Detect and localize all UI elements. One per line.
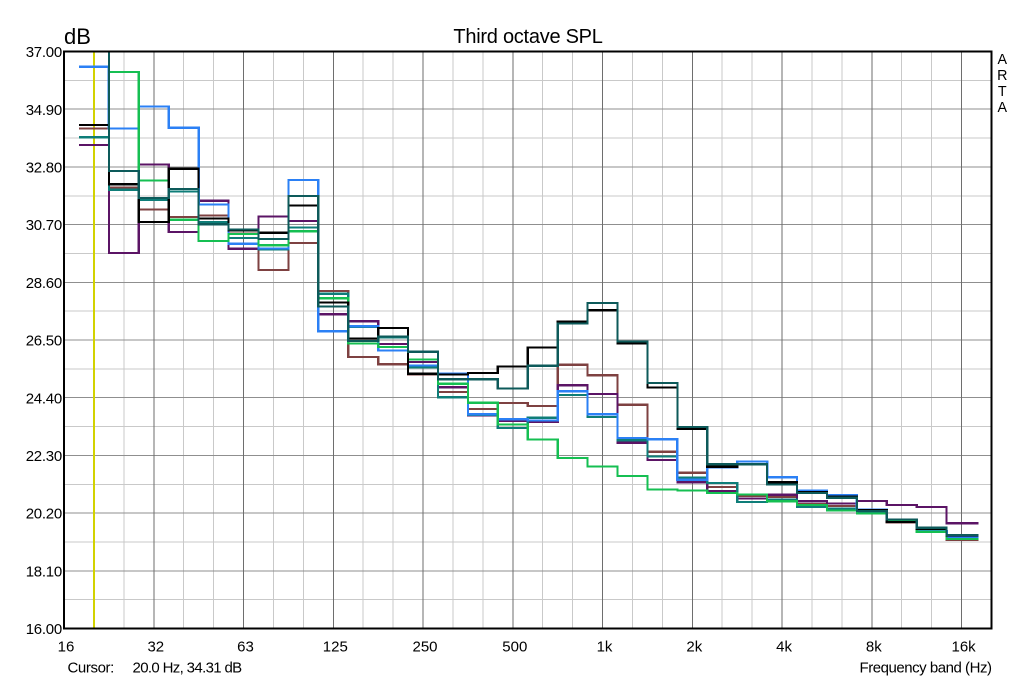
svg-text:500: 500	[502, 639, 527, 656]
svg-text:16.00: 16.00	[26, 621, 62, 638]
svg-text:32: 32	[147, 639, 164, 656]
svg-text:20.0 Hz, 34.31 dB: 20.0 Hz, 34.31 dB	[133, 660, 243, 677]
svg-text:37.00: 37.00	[26, 44, 62, 61]
svg-text:1k: 1k	[597, 639, 613, 656]
svg-text:8k: 8k	[866, 639, 882, 656]
svg-text:250: 250	[412, 639, 437, 656]
svg-text:R: R	[997, 68, 1007, 84]
svg-text:32.80: 32.80	[26, 160, 62, 177]
svg-text:30.70: 30.70	[26, 217, 62, 234]
svg-text:T: T	[998, 84, 1007, 100]
svg-text:Third octave SPL: Third octave SPL	[453, 26, 602, 48]
svg-text:4k: 4k	[776, 639, 792, 656]
svg-text:16k: 16k	[952, 639, 977, 656]
svg-text:125: 125	[323, 639, 348, 656]
svg-text:28.60: 28.60	[26, 275, 62, 292]
svg-text:dB: dB	[64, 24, 91, 49]
svg-text:Frequency band (Hz): Frequency band (Hz)	[860, 660, 992, 677]
svg-text:22.30: 22.30	[26, 448, 62, 465]
svg-text:18.10: 18.10	[26, 563, 62, 580]
svg-text:A: A	[998, 52, 1008, 68]
svg-text:16: 16	[58, 639, 75, 656]
svg-text:Cursor:: Cursor:	[68, 660, 114, 677]
svg-text:20.20: 20.20	[26, 506, 62, 523]
svg-text:A: A	[998, 100, 1008, 116]
svg-text:34.90: 34.90	[26, 102, 62, 119]
svg-text:24.40: 24.40	[26, 390, 62, 407]
svg-text:2k: 2k	[686, 639, 702, 656]
svg-text:63: 63	[237, 639, 254, 656]
svg-text:26.50: 26.50	[26, 333, 62, 350]
